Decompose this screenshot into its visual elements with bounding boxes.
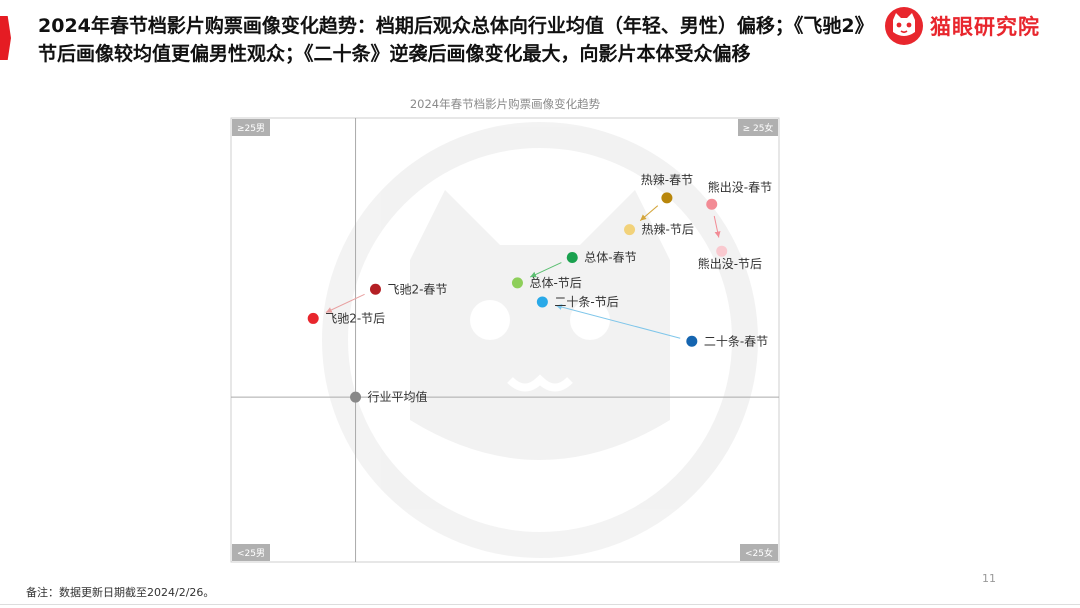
corner-tag-bottom-left (232, 544, 270, 561)
chart-title: 2024年春节档影片购票画像变化趋势 (409, 97, 601, 111)
point-飞驰2-春节 (369, 283, 381, 295)
arrow-总体-春节 (529, 262, 562, 278)
page-number: 11 (982, 572, 996, 585)
point-label-飞驰2-节后: 飞驰2-节后 (325, 311, 385, 325)
point-label-总体-节后: 总体-节后 (529, 276, 581, 290)
corner-tag-top-left (232, 119, 270, 136)
corner-label-top-left: ≥25男 (237, 123, 265, 134)
points-layer: 行业平均值飞驰2-春节飞驰2-节后总体-春节总体-节后热辣-春节热辣-节后熊出没… (307, 173, 772, 404)
point-行业平均值 (350, 391, 362, 403)
point-label-熊出没-春节: 熊出没-春节 (708, 179, 772, 194)
point-总体-春节 (566, 252, 578, 264)
plot-frame (230, 117, 780, 563)
corner-tag-top-right (738, 119, 778, 136)
bottom-divider (0, 604, 1080, 605)
point-二十条-节后 (536, 296, 548, 308)
arrow-二十条-春节 (555, 304, 681, 339)
corner-tag-bottom-right (740, 544, 778, 561)
point-热辣-节后 (624, 224, 636, 236)
point-label-热辣-春节: 热辣-春节 (641, 173, 693, 187)
point-二十条-春节 (686, 335, 698, 347)
cat-watermark (322, 122, 758, 558)
arrow-熊出没-春节 (713, 215, 721, 238)
corner-label-bottom-right: <25女 (745, 547, 773, 559)
point-label-熊出没-节后: 熊出没-节后 (698, 256, 762, 271)
point-label-总体-春节: 总体-春节 (584, 251, 636, 265)
accent-bar (0, 16, 11, 60)
cat-logo-icon (885, 7, 923, 45)
arrow-飞驰2-春节 (325, 293, 365, 313)
corner-label-bottom-left: <25男 (237, 548, 265, 559)
brand-logo: 猫眼研究院 (884, 6, 1074, 46)
point-总体-节后 (511, 277, 523, 289)
point-label-飞驰2-春节: 飞驰2-春节 (387, 282, 447, 296)
point-熊出没-节后 (716, 245, 728, 257)
point-飞驰2-节后 (307, 312, 319, 324)
point-label-二十条-节后: 二十条-节后 (554, 295, 618, 309)
footnote: 备注：数据更新日期截至2024/2/26。 (26, 586, 215, 599)
arrows-layer (325, 205, 721, 339)
logo-text: 猫眼研究院 (930, 15, 1040, 39)
page-headline: 2024年春节档影片购票画像变化趋势：档期后观众总体向行业均值（年轻、男性）偏移… (38, 15, 874, 65)
arrow-热辣-春节 (639, 205, 659, 221)
point-热辣-春节 (661, 192, 673, 204)
corner-label-top-right: ≥ 25女 (743, 122, 774, 134)
point-熊出没-春节 (706, 198, 718, 210)
point-label-行业平均值: 行业平均值 (368, 389, 428, 404)
point-label-热辣-节后: 热辣-节后 (642, 223, 694, 237)
point-label-二十条-春节: 二十条-春节 (704, 334, 768, 348)
